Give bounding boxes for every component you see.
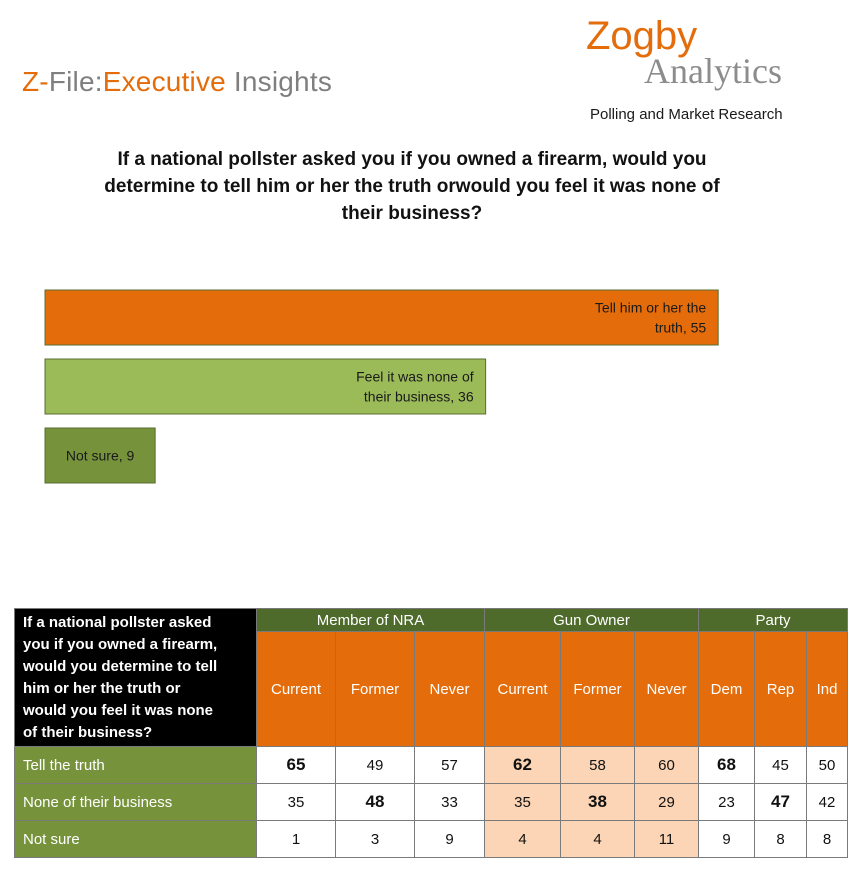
column-header-9: Ind bbox=[806, 631, 848, 747]
title-prefix: Z- bbox=[22, 66, 49, 97]
table-cell: 42 bbox=[806, 783, 848, 821]
column-header-6: Never bbox=[634, 631, 699, 747]
table-row: Tell the truth 65 49 57 62 58 60 68 45 50 bbox=[14, 746, 848, 784]
column-header-2: Former bbox=[335, 631, 415, 747]
title-insights: Insights bbox=[225, 66, 333, 97]
group-header-1: Member of NRA bbox=[256, 607, 485, 633]
bar-2 bbox=[44, 358, 487, 415]
report-title: Z-File:Executive Insights bbox=[22, 66, 332, 98]
column-header-7: Dem bbox=[698, 631, 755, 747]
table-cell: 60 bbox=[634, 746, 699, 784]
table-cell: 11 bbox=[634, 820, 699, 858]
table-cell: 9 bbox=[414, 820, 485, 858]
crosstab-table: If a national pollster asked you if you o… bbox=[14, 607, 848, 858]
column-header-4: Current bbox=[484, 631, 561, 747]
bar-label-3: Not sure, 9 bbox=[66, 448, 135, 464]
row-label: Not sure bbox=[14, 820, 257, 858]
bar-chart: Tell him or her the truth, 55 Feel it was … bbox=[44, 289, 719, 484]
table-cell: 68 bbox=[698, 746, 755, 784]
table-cell: 50 bbox=[806, 746, 848, 784]
row-label: None of their business bbox=[14, 783, 257, 821]
table-cell: 1 bbox=[256, 820, 336, 858]
table-cell: 62 bbox=[484, 746, 561, 784]
column-header-3: Never bbox=[414, 631, 485, 747]
table-cell: 48 bbox=[335, 783, 415, 821]
table-cell: 23 bbox=[698, 783, 755, 821]
table-question: If a national pollster asked you if you o… bbox=[14, 608, 257, 747]
table-cell: 45 bbox=[754, 746, 807, 784]
tagline: Polling and Market Research bbox=[590, 106, 783, 123]
table-cell: 4 bbox=[484, 820, 561, 858]
table-row: None of their business 35 48 33 35 38 29 23 47 42 bbox=[14, 783, 848, 821]
table-cell: 47 bbox=[754, 783, 807, 821]
group-header-2: Gun Owner bbox=[484, 607, 699, 633]
group-header-3: Party bbox=[698, 607, 848, 633]
column-header-5: Former bbox=[560, 631, 635, 747]
table-cell: 35 bbox=[484, 783, 561, 821]
title-executive: Executive bbox=[102, 66, 226, 97]
table-cell: 4 bbox=[560, 820, 635, 858]
table-cell: 65 bbox=[256, 746, 336, 784]
bar-3 bbox=[44, 427, 156, 484]
table-cell: 3 bbox=[335, 820, 415, 858]
table-cell: 38 bbox=[560, 783, 635, 821]
table-cell: 58 bbox=[560, 746, 635, 784]
table-cell: 57 bbox=[414, 746, 485, 784]
table-cell: 49 bbox=[335, 746, 415, 784]
column-header-1: Current bbox=[256, 631, 336, 747]
bar-1 bbox=[44, 289, 719, 346]
table-cell: 33 bbox=[414, 783, 485, 821]
table-cell: 8 bbox=[806, 820, 848, 858]
table-cell: 9 bbox=[698, 820, 755, 858]
logo-zogby: Zogby bbox=[586, 14, 698, 58]
question-text: If a national pollster asked you if you … bbox=[104, 149, 720, 224]
table-row: Not sure 1 3 9 4 4 11 9 8 8 bbox=[14, 820, 848, 858]
bar-label-2: Feel it was none of their business, 36 bbox=[356, 369, 474, 405]
bar-label-1: Tell him or her the truth, 55 bbox=[595, 300, 706, 336]
row-label: Tell the truth bbox=[14, 746, 257, 784]
table-cell: 29 bbox=[634, 783, 699, 821]
logo-analytics: Analytics bbox=[644, 51, 782, 91]
table-cell: 8 bbox=[754, 820, 807, 858]
table-cell: 35 bbox=[256, 783, 336, 821]
column-header-8: Rep bbox=[754, 631, 807, 747]
title-file: File: bbox=[48, 66, 103, 97]
